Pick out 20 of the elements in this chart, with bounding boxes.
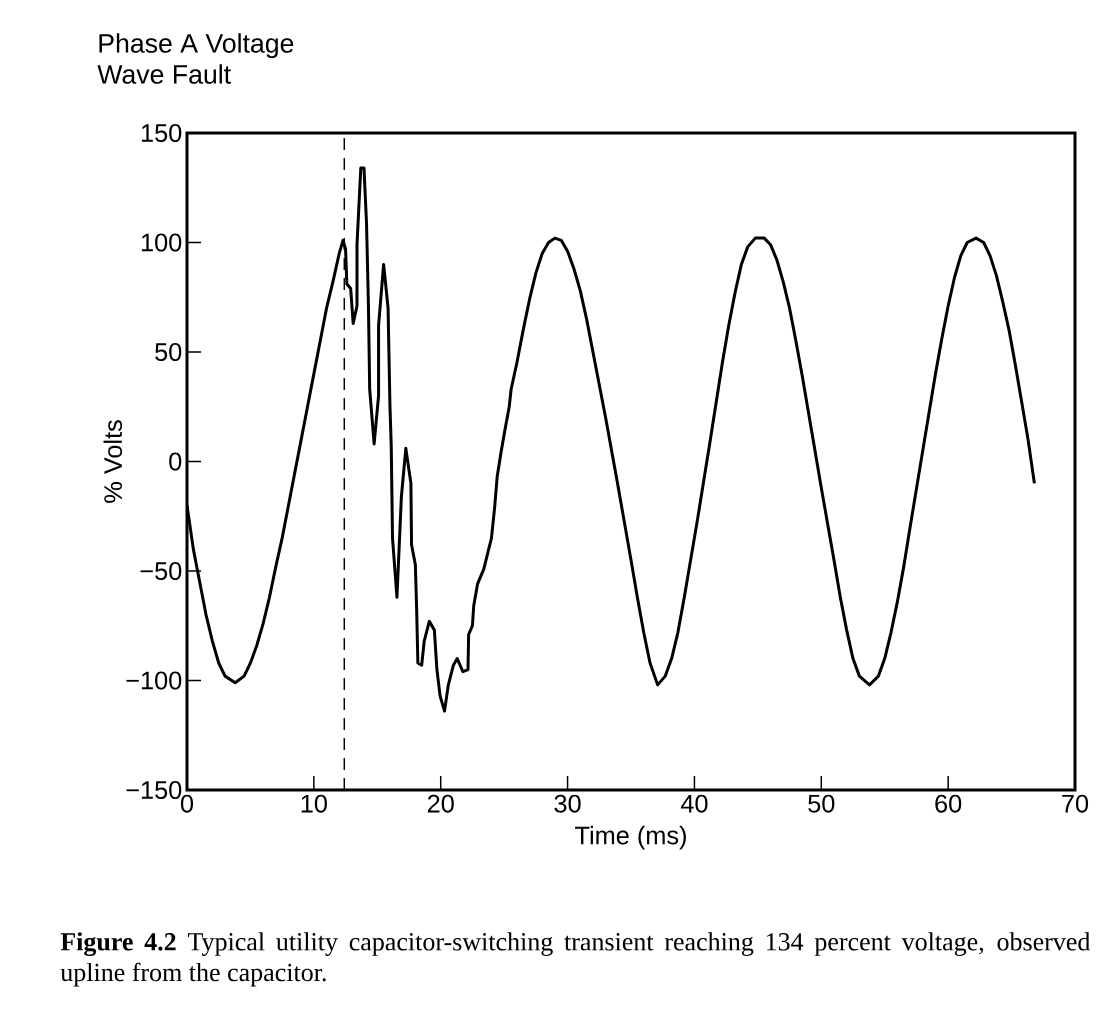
y-axis-title: % Volts: [103, 420, 123, 503]
x-axis-title: Time (ms): [575, 825, 686, 850]
y-tick-label: 100: [141, 233, 182, 252]
x-tick-label: 0: [180, 794, 194, 813]
x-tick-label: 20: [427, 794, 454, 813]
chart-title: Phase A Voltage: [99, 33, 294, 59]
y-tick-label: −150: [126, 781, 182, 799]
x-tick-label: 50: [808, 794, 835, 813]
y-tick-label: −100: [126, 671, 182, 690]
x-tick-label: 10: [301, 794, 327, 813]
text: Figure 4.2 Typical utility capacitor-switching transient reaching 134 percent voltage, observed upline from the capacitor.: [60, 932, 1091, 987]
x-tick-label: 70: [1062, 794, 1089, 813]
y-tick-label: 0: [169, 452, 182, 471]
x-tick-label: 40: [680, 794, 708, 813]
y-tick-label: 50: [155, 343, 182, 361]
x-tick-label: 30: [554, 794, 581, 813]
chart-subtitle: Wave Fault: [97, 64, 231, 84]
y-tick-label: 150: [141, 124, 182, 142]
x-tick-label: 60: [935, 794, 962, 813]
y-tick-label: −50: [140, 562, 182, 580]
